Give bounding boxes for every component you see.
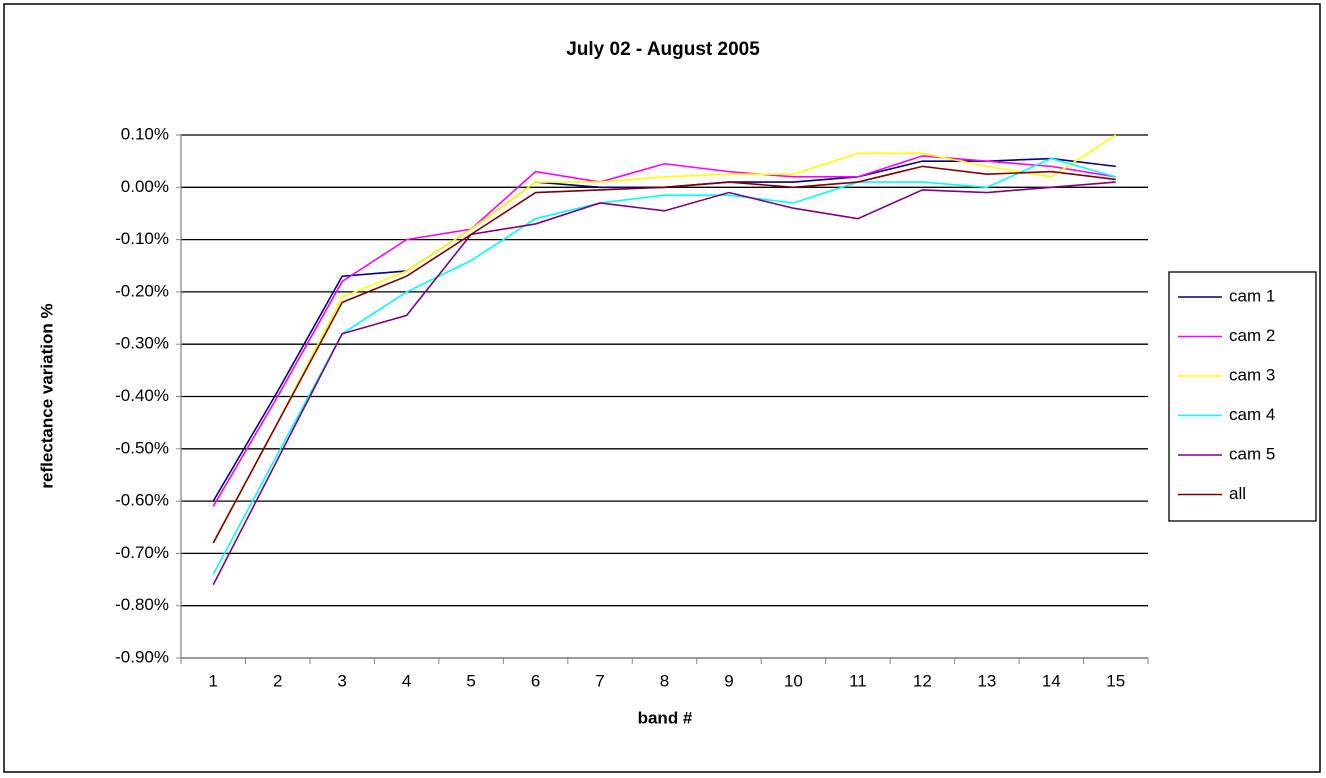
y-tick-label: -0.80% (115, 595, 169, 614)
x-tick-label: 8 (660, 671, 669, 690)
x-tick-label: 12 (913, 671, 932, 690)
series-line (212, 157, 1116, 575)
y-tick-label: -0.10% (115, 229, 169, 248)
x-tick-label: 5 (466, 671, 475, 690)
series-line (212, 181, 1116, 586)
y-tick-label: -0.30% (115, 334, 169, 353)
x-tick-label: 7 (595, 671, 604, 690)
legend-label: all (1229, 484, 1246, 503)
x-tick-label: 10 (784, 671, 803, 690)
x-tick-label: 15 (1106, 671, 1125, 690)
legend (1168, 271, 1317, 522)
y-tick-label: -0.70% (115, 543, 169, 562)
legend-label: cam 5 (1229, 444, 1275, 463)
y-tick-label: 0.10% (121, 124, 169, 143)
legend-label: cam 2 (1229, 326, 1275, 345)
series-line (212, 155, 1116, 507)
legend-label: cam 3 (1229, 365, 1275, 384)
x-tick-label: 4 (402, 671, 411, 690)
y-tick-label: -0.20% (115, 281, 169, 300)
x-tick-label: 1 (208, 671, 217, 690)
legend-label: cam 4 (1229, 405, 1275, 424)
series-line (212, 134, 1117, 544)
y-tick-label: -0.50% (115, 438, 169, 457)
x-axis-label: band # (638, 708, 693, 727)
y-tick-label: 0.00% (121, 177, 169, 196)
chart-frame (3, 3, 1321, 773)
y-tick-label: -0.90% (115, 647, 169, 666)
x-tick-label: 11 (849, 671, 867, 690)
x-tick-label: 9 (724, 671, 733, 690)
x-tick-label: 3 (337, 671, 346, 690)
chart-title: July 02 - August 2005 (566, 39, 760, 60)
x-tick-label: 14 (1042, 671, 1061, 690)
x-tick-label: 13 (977, 671, 996, 690)
y-tick-label: -0.60% (115, 491, 169, 510)
series-line (212, 165, 1116, 544)
x-tick-label: 2 (273, 671, 282, 690)
y-axis-label: reflectance variation % (37, 303, 56, 488)
y-tick-label: -0.40% (115, 386, 169, 405)
legend-label: cam 1 (1229, 286, 1275, 305)
x-tick-label: 6 (531, 671, 540, 690)
